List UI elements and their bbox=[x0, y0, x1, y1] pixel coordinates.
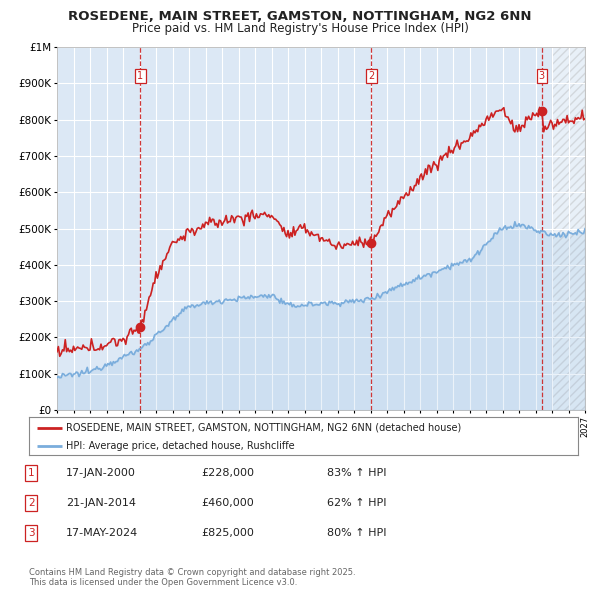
Text: 2: 2 bbox=[28, 498, 35, 507]
Text: 83% ↑ HPI: 83% ↑ HPI bbox=[327, 468, 386, 478]
Bar bbox=[552, 47, 585, 410]
Text: 17-JAN-2000: 17-JAN-2000 bbox=[66, 468, 136, 478]
Text: ROSEDENE, MAIN STREET, GAMSTON, NOTTINGHAM, NG2 6NN: ROSEDENE, MAIN STREET, GAMSTON, NOTTINGH… bbox=[68, 10, 532, 23]
Text: 3: 3 bbox=[28, 528, 35, 537]
Text: 62% ↑ HPI: 62% ↑ HPI bbox=[327, 498, 386, 507]
Text: 17-MAY-2024: 17-MAY-2024 bbox=[66, 528, 138, 537]
Text: ROSEDENE, MAIN STREET, GAMSTON, NOTTINGHAM, NG2 6NN (detached house): ROSEDENE, MAIN STREET, GAMSTON, NOTTINGH… bbox=[66, 423, 461, 433]
Text: 1: 1 bbox=[28, 468, 35, 478]
Text: 1: 1 bbox=[137, 71, 143, 81]
Text: £825,000: £825,000 bbox=[201, 528, 254, 537]
Text: £228,000: £228,000 bbox=[201, 468, 254, 478]
Text: 80% ↑ HPI: 80% ↑ HPI bbox=[327, 528, 386, 537]
Text: Price paid vs. HM Land Registry's House Price Index (HPI): Price paid vs. HM Land Registry's House … bbox=[131, 22, 469, 35]
Text: 2: 2 bbox=[368, 71, 374, 81]
Text: HPI: Average price, detached house, Rushcliffe: HPI: Average price, detached house, Rush… bbox=[66, 441, 295, 451]
Text: £460,000: £460,000 bbox=[201, 498, 254, 507]
Text: 21-JAN-2014: 21-JAN-2014 bbox=[66, 498, 136, 507]
Text: 3: 3 bbox=[539, 71, 545, 81]
Text: Contains HM Land Registry data © Crown copyright and database right 2025.
This d: Contains HM Land Registry data © Crown c… bbox=[29, 568, 355, 587]
